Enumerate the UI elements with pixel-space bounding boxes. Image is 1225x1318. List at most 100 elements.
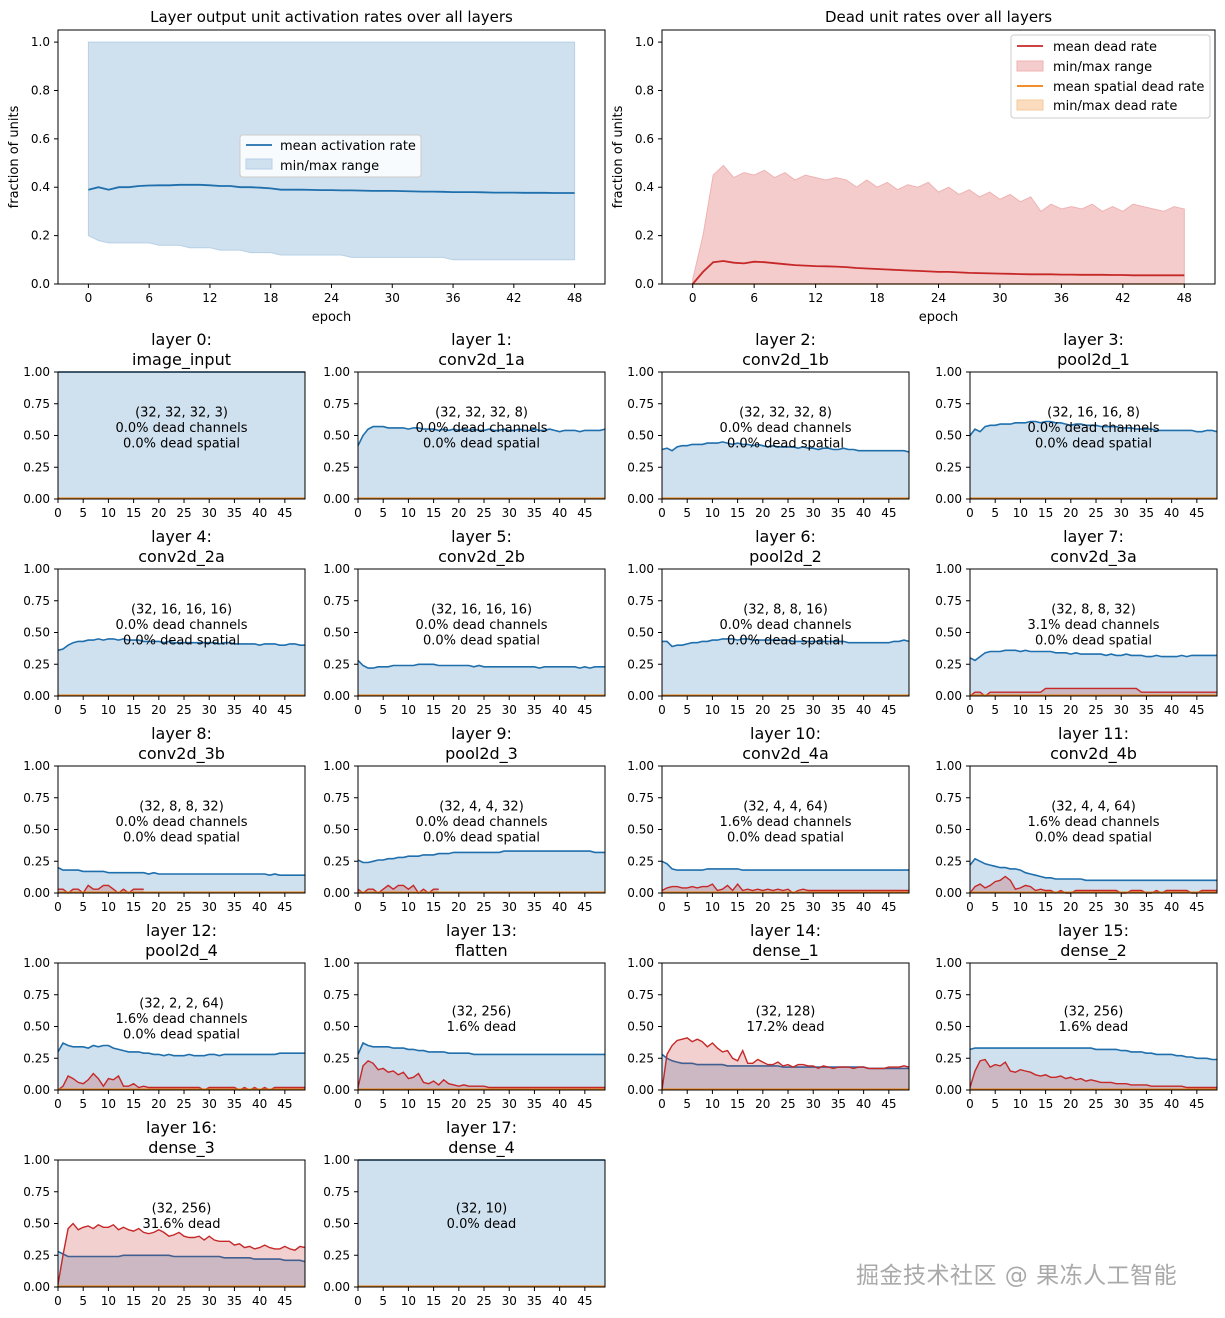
x-tick-label: 0 bbox=[658, 703, 666, 717]
y-tick-label: 0.25 bbox=[23, 1051, 50, 1065]
x-tick-label: 12 bbox=[808, 291, 823, 305]
layer-annotation: 1.6% dead bbox=[447, 1020, 517, 1035]
x-tick-label: 15 bbox=[126, 900, 141, 914]
x-tick-label: 15 bbox=[1038, 900, 1053, 914]
x-axis-label: epoch bbox=[919, 310, 959, 325]
x-tick-label: 30 bbox=[502, 703, 517, 717]
x-tick-label: 15 bbox=[1038, 506, 1053, 520]
y-tick-label: 0.50 bbox=[935, 429, 962, 443]
layer-annotation: 0.0% dead bbox=[447, 1217, 517, 1232]
y-tick-label: 0.00 bbox=[23, 689, 50, 703]
layer-name: flatten bbox=[455, 941, 507, 960]
x-tick-label: 6 bbox=[145, 291, 153, 305]
activation-fill bbox=[358, 851, 605, 893]
y-tick-label: 1.00 bbox=[627, 562, 654, 576]
x-tick-label: 30 bbox=[1114, 703, 1129, 717]
y-tick-label: 0.50 bbox=[323, 626, 350, 640]
x-tick-label: 40 bbox=[252, 506, 267, 520]
dead-fill bbox=[970, 1059, 1217, 1090]
x-tick-label: 30 bbox=[202, 900, 217, 914]
layer-annotation: 0.0% dead channels bbox=[416, 815, 548, 830]
layer-name: conv2d_3a bbox=[1050, 547, 1137, 567]
y-tick-label: 0.25 bbox=[935, 1051, 962, 1065]
y-tick-label: 0.75 bbox=[23, 594, 50, 608]
x-tick-label: 40 bbox=[856, 900, 871, 914]
y-axis-label: fraction of units bbox=[7, 105, 22, 208]
legend-label: mean spatial dead rate bbox=[1053, 80, 1204, 95]
y-tick-label: 0.50 bbox=[23, 626, 50, 640]
x-tick-label: 30 bbox=[1114, 900, 1129, 914]
x-tick-label: 10 bbox=[401, 1294, 416, 1308]
chart-title: Dead unit rates over all layers bbox=[825, 8, 1052, 26]
layer-panel-16: 0 5 10 15 20 25 30 35 40 45 0.00 0.25 0.50 0.75 1.00 la… bbox=[23, 1118, 306, 1308]
layer-title: layer 15: bbox=[1058, 921, 1129, 940]
x-tick-label: 48 bbox=[1177, 291, 1192, 305]
x-tick-label: 15 bbox=[426, 1097, 441, 1111]
activation-fill bbox=[358, 426, 605, 499]
layer-annotation: 0.0% dead channels bbox=[720, 421, 852, 436]
layer-annotation: (32, 4, 4, 64) bbox=[1051, 800, 1136, 815]
x-tick-label: 40 bbox=[252, 1097, 267, 1111]
x-tick-label: 0 bbox=[658, 506, 666, 520]
y-tick-label: 0.50 bbox=[23, 429, 50, 443]
layer-title: layer 9: bbox=[451, 724, 512, 743]
x-tick-label: 35 bbox=[831, 703, 846, 717]
x-tick-label: 5 bbox=[79, 1097, 87, 1111]
layer-name: conv2d_1b bbox=[742, 350, 829, 370]
y-tick-label: 0.50 bbox=[323, 1217, 350, 1231]
y-tick-label: 0.00 bbox=[935, 886, 962, 900]
layer-name: conv2d_2a bbox=[138, 547, 225, 567]
y-tick-label: 0.50 bbox=[23, 823, 50, 837]
y-tick-label: 0.25 bbox=[627, 1051, 654, 1065]
x-tick-label: 15 bbox=[426, 703, 441, 717]
x-tick-label: 0 bbox=[354, 703, 362, 717]
y-tick-label: 0.50 bbox=[935, 626, 962, 640]
x-tick-label: 35 bbox=[227, 703, 242, 717]
layer-annotation: (32, 4, 4, 32) bbox=[439, 800, 524, 815]
y-axis-label: fraction of units bbox=[611, 105, 626, 208]
y-tick-label: 1.0 bbox=[635, 35, 654, 49]
x-tick-label: 42 bbox=[1115, 291, 1130, 305]
x-tick-label: 10 bbox=[401, 506, 416, 520]
x-tick-label: 10 bbox=[401, 703, 416, 717]
x-tick-label: 0 bbox=[966, 900, 974, 914]
layer-name: dense_3 bbox=[148, 1138, 215, 1158]
x-tick-label: 30 bbox=[806, 703, 821, 717]
y-tick-label: 0.25 bbox=[323, 1248, 350, 1262]
layer-annotation: 0.0% dead spatial bbox=[423, 831, 540, 846]
x-tick-label: 35 bbox=[831, 506, 846, 520]
y-tick-label: 0.75 bbox=[935, 988, 962, 1002]
y-tick-label: 0.6 bbox=[31, 132, 50, 146]
x-tick-label: 25 bbox=[1088, 1097, 1103, 1111]
x-tick-label: 0 bbox=[689, 291, 697, 305]
x-tick-label: 40 bbox=[856, 1097, 871, 1111]
y-tick-label: 0.25 bbox=[323, 657, 350, 671]
x-tick-label: 40 bbox=[1164, 506, 1179, 520]
layer-name: pool2d_1 bbox=[1057, 350, 1130, 370]
layer-title: layer 6: bbox=[755, 527, 816, 546]
x-tick-label: 25 bbox=[476, 506, 491, 520]
y-tick-label: 1.00 bbox=[23, 759, 50, 773]
x-tick-label: 20 bbox=[755, 506, 770, 520]
activation-line bbox=[57, 1250, 306, 1263]
x-tick-label: 35 bbox=[227, 900, 242, 914]
x-tick-label: 5 bbox=[683, 900, 691, 914]
activation-line bbox=[57, 866, 305, 877]
activation-fill bbox=[58, 638, 305, 696]
layer-panel-2: 0 5 10 15 20 25 30 35 40 45 0.00 0.25 0.50 0.75 1.00 la… bbox=[627, 330, 910, 520]
x-tick-label: 10 bbox=[1013, 703, 1028, 717]
x-tick-label: 30 bbox=[502, 1097, 517, 1111]
y-tick-label: 1.00 bbox=[23, 562, 50, 576]
layer-name: conv2d_2b bbox=[438, 547, 525, 567]
x-tick-label: 40 bbox=[552, 900, 567, 914]
y-tick-label: 0.75 bbox=[323, 594, 350, 608]
layer-title: layer 11: bbox=[1058, 724, 1129, 743]
layer-annotation: 1.6% dead bbox=[1059, 1020, 1129, 1035]
x-tick-label: 45 bbox=[277, 506, 292, 520]
y-tick-label: 1.0 bbox=[31, 35, 50, 49]
y-tick-label: 0.75 bbox=[935, 594, 962, 608]
x-tick-label: 0 bbox=[966, 506, 974, 520]
x-tick-label: 40 bbox=[552, 1097, 567, 1111]
x-tick-label: 10 bbox=[705, 900, 720, 914]
x-tick-label: 5 bbox=[79, 703, 87, 717]
